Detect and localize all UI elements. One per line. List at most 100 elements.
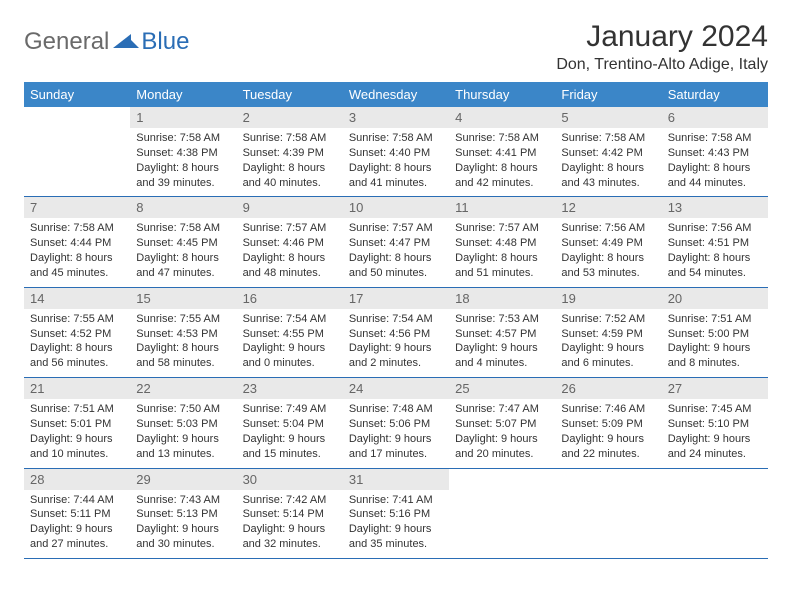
day-content: Sunrise: 7:55 AMSunset: 4:52 PMDaylight:… xyxy=(24,309,130,377)
day-number: 7 xyxy=(24,197,130,218)
calendar-day-cell: 24Sunrise: 7:48 AMSunset: 5:06 PMDayligh… xyxy=(343,378,449,468)
calendar-week-row: 7Sunrise: 7:58 AMSunset: 4:44 PMDaylight… xyxy=(24,197,768,287)
day-number: 18 xyxy=(449,288,555,309)
day-content: Sunrise: 7:58 AMSunset: 4:39 PMDaylight:… xyxy=(237,128,343,196)
calendar-day-cell: 28Sunrise: 7:44 AMSunset: 5:11 PMDayligh… xyxy=(24,468,130,558)
day-content: Sunrise: 7:43 AMSunset: 5:13 PMDaylight:… xyxy=(130,490,236,558)
calendar-day-cell xyxy=(555,468,661,558)
day-number: 3 xyxy=(343,107,449,128)
calendar-day-cell: 18Sunrise: 7:53 AMSunset: 4:57 PMDayligh… xyxy=(449,287,555,377)
day-number: 10 xyxy=(343,197,449,218)
day-number: 8 xyxy=(130,197,236,218)
day-number: 11 xyxy=(449,197,555,218)
title-block: January 2024 Don, Trentino-Alto Adige, I… xyxy=(556,20,768,74)
weekday-header: Monday xyxy=(130,82,236,107)
calendar-day-cell: 16Sunrise: 7:54 AMSunset: 4:55 PMDayligh… xyxy=(237,287,343,377)
weekday-header: Wednesday xyxy=(343,82,449,107)
day-number: 19 xyxy=(555,288,661,309)
day-content: Sunrise: 7:58 AMSunset: 4:42 PMDaylight:… xyxy=(555,128,661,196)
calendar-day-cell: 11Sunrise: 7:57 AMSunset: 4:48 PMDayligh… xyxy=(449,197,555,287)
day-number: 23 xyxy=(237,378,343,399)
brand-logo: General Blue xyxy=(24,28,189,56)
day-number: 12 xyxy=(555,197,661,218)
calendar-day-cell: 3Sunrise: 7:58 AMSunset: 4:40 PMDaylight… xyxy=(343,107,449,197)
calendar-day-cell: 21Sunrise: 7:51 AMSunset: 5:01 PMDayligh… xyxy=(24,378,130,468)
weekday-header: Saturday xyxy=(662,82,768,107)
day-number: 6 xyxy=(662,107,768,128)
day-number: 20 xyxy=(662,288,768,309)
calendar-day-cell xyxy=(24,107,130,197)
brand-second: Blue xyxy=(141,28,189,56)
brand-triangle-icon xyxy=(113,30,139,55)
day-number: 15 xyxy=(130,288,236,309)
calendar-day-cell: 20Sunrise: 7:51 AMSunset: 5:00 PMDayligh… xyxy=(662,287,768,377)
day-content: Sunrise: 7:58 AMSunset: 4:38 PMDaylight:… xyxy=(130,128,236,196)
calendar-day-cell: 23Sunrise: 7:49 AMSunset: 5:04 PMDayligh… xyxy=(237,378,343,468)
calendar-week-row: 28Sunrise: 7:44 AMSunset: 5:11 PMDayligh… xyxy=(24,468,768,558)
day-content: Sunrise: 7:50 AMSunset: 5:03 PMDaylight:… xyxy=(130,399,236,467)
day-number: 17 xyxy=(343,288,449,309)
day-content: Sunrise: 7:51 AMSunset: 5:01 PMDaylight:… xyxy=(24,399,130,467)
day-number: 2 xyxy=(237,107,343,128)
day-number: 21 xyxy=(24,378,130,399)
calendar-table: SundayMondayTuesdayWednesdayThursdayFrid… xyxy=(24,82,768,559)
calendar-day-cell: 8Sunrise: 7:58 AMSunset: 4:45 PMDaylight… xyxy=(130,197,236,287)
day-content: Sunrise: 7:49 AMSunset: 5:04 PMDaylight:… xyxy=(237,399,343,467)
day-content: Sunrise: 7:52 AMSunset: 4:59 PMDaylight:… xyxy=(555,309,661,377)
day-number: 28 xyxy=(24,469,130,490)
day-number: 9 xyxy=(237,197,343,218)
day-content: Sunrise: 7:58 AMSunset: 4:44 PMDaylight:… xyxy=(24,218,130,286)
day-content: Sunrise: 7:42 AMSunset: 5:14 PMDaylight:… xyxy=(237,490,343,558)
weekday-header: Friday xyxy=(555,82,661,107)
weekday-header: Thursday xyxy=(449,82,555,107)
location: Don, Trentino-Alto Adige, Italy xyxy=(556,56,768,74)
header: General Blue January 2024 Don, Trentino-… xyxy=(24,20,768,74)
day-content: Sunrise: 7:57 AMSunset: 4:46 PMDaylight:… xyxy=(237,218,343,286)
calendar-day-cell: 19Sunrise: 7:52 AMSunset: 4:59 PMDayligh… xyxy=(555,287,661,377)
day-number: 26 xyxy=(555,378,661,399)
calendar-day-cell: 17Sunrise: 7:54 AMSunset: 4:56 PMDayligh… xyxy=(343,287,449,377)
day-content: Sunrise: 7:56 AMSunset: 4:51 PMDaylight:… xyxy=(662,218,768,286)
calendar-day-cell: 13Sunrise: 7:56 AMSunset: 4:51 PMDayligh… xyxy=(662,197,768,287)
calendar-day-cell: 30Sunrise: 7:42 AMSunset: 5:14 PMDayligh… xyxy=(237,468,343,558)
calendar-day-cell: 9Sunrise: 7:57 AMSunset: 4:46 PMDaylight… xyxy=(237,197,343,287)
day-content: Sunrise: 7:54 AMSunset: 4:55 PMDaylight:… xyxy=(237,309,343,377)
calendar-body: 1Sunrise: 7:58 AMSunset: 4:38 PMDaylight… xyxy=(24,107,768,558)
calendar-day-cell: 6Sunrise: 7:58 AMSunset: 4:43 PMDaylight… xyxy=(662,107,768,197)
brand-first: General xyxy=(24,28,109,56)
calendar-week-row: 1Sunrise: 7:58 AMSunset: 4:38 PMDaylight… xyxy=(24,107,768,197)
calendar-day-cell: 1Sunrise: 7:58 AMSunset: 4:38 PMDaylight… xyxy=(130,107,236,197)
day-number: 16 xyxy=(237,288,343,309)
weekday-header: Tuesday xyxy=(237,82,343,107)
calendar-day-cell: 12Sunrise: 7:56 AMSunset: 4:49 PMDayligh… xyxy=(555,197,661,287)
calendar-day-cell: 31Sunrise: 7:41 AMSunset: 5:16 PMDayligh… xyxy=(343,468,449,558)
day-content: Sunrise: 7:44 AMSunset: 5:11 PMDaylight:… xyxy=(24,490,130,558)
day-content: Sunrise: 7:48 AMSunset: 5:06 PMDaylight:… xyxy=(343,399,449,467)
day-content: Sunrise: 7:47 AMSunset: 5:07 PMDaylight:… xyxy=(449,399,555,467)
day-number: 14 xyxy=(24,288,130,309)
day-number: 29 xyxy=(130,469,236,490)
day-content: Sunrise: 7:58 AMSunset: 4:41 PMDaylight:… xyxy=(449,128,555,196)
day-content: Sunrise: 7:57 AMSunset: 4:47 PMDaylight:… xyxy=(343,218,449,286)
day-number: 30 xyxy=(237,469,343,490)
day-number: 22 xyxy=(130,378,236,399)
weekday-header: Sunday xyxy=(24,82,130,107)
calendar-day-cell: 4Sunrise: 7:58 AMSunset: 4:41 PMDaylight… xyxy=(449,107,555,197)
day-content: Sunrise: 7:53 AMSunset: 4:57 PMDaylight:… xyxy=(449,309,555,377)
calendar-week-row: 14Sunrise: 7:55 AMSunset: 4:52 PMDayligh… xyxy=(24,287,768,377)
day-number: 27 xyxy=(662,378,768,399)
weekday-header-row: SundayMondayTuesdayWednesdayThursdayFrid… xyxy=(24,82,768,107)
month-title: January 2024 xyxy=(556,20,768,54)
day-content: Sunrise: 7:51 AMSunset: 5:00 PMDaylight:… xyxy=(662,309,768,377)
day-number: 31 xyxy=(343,469,449,490)
calendar-day-cell: 22Sunrise: 7:50 AMSunset: 5:03 PMDayligh… xyxy=(130,378,236,468)
day-number: 5 xyxy=(555,107,661,128)
day-content: Sunrise: 7:58 AMSunset: 4:40 PMDaylight:… xyxy=(343,128,449,196)
calendar-day-cell: 2Sunrise: 7:58 AMSunset: 4:39 PMDaylight… xyxy=(237,107,343,197)
day-content: Sunrise: 7:46 AMSunset: 5:09 PMDaylight:… xyxy=(555,399,661,467)
day-number: 1 xyxy=(130,107,236,128)
calendar-day-cell: 29Sunrise: 7:43 AMSunset: 5:13 PMDayligh… xyxy=(130,468,236,558)
calendar-day-cell: 14Sunrise: 7:55 AMSunset: 4:52 PMDayligh… xyxy=(24,287,130,377)
day-content: Sunrise: 7:56 AMSunset: 4:49 PMDaylight:… xyxy=(555,218,661,286)
calendar-day-cell xyxy=(662,468,768,558)
